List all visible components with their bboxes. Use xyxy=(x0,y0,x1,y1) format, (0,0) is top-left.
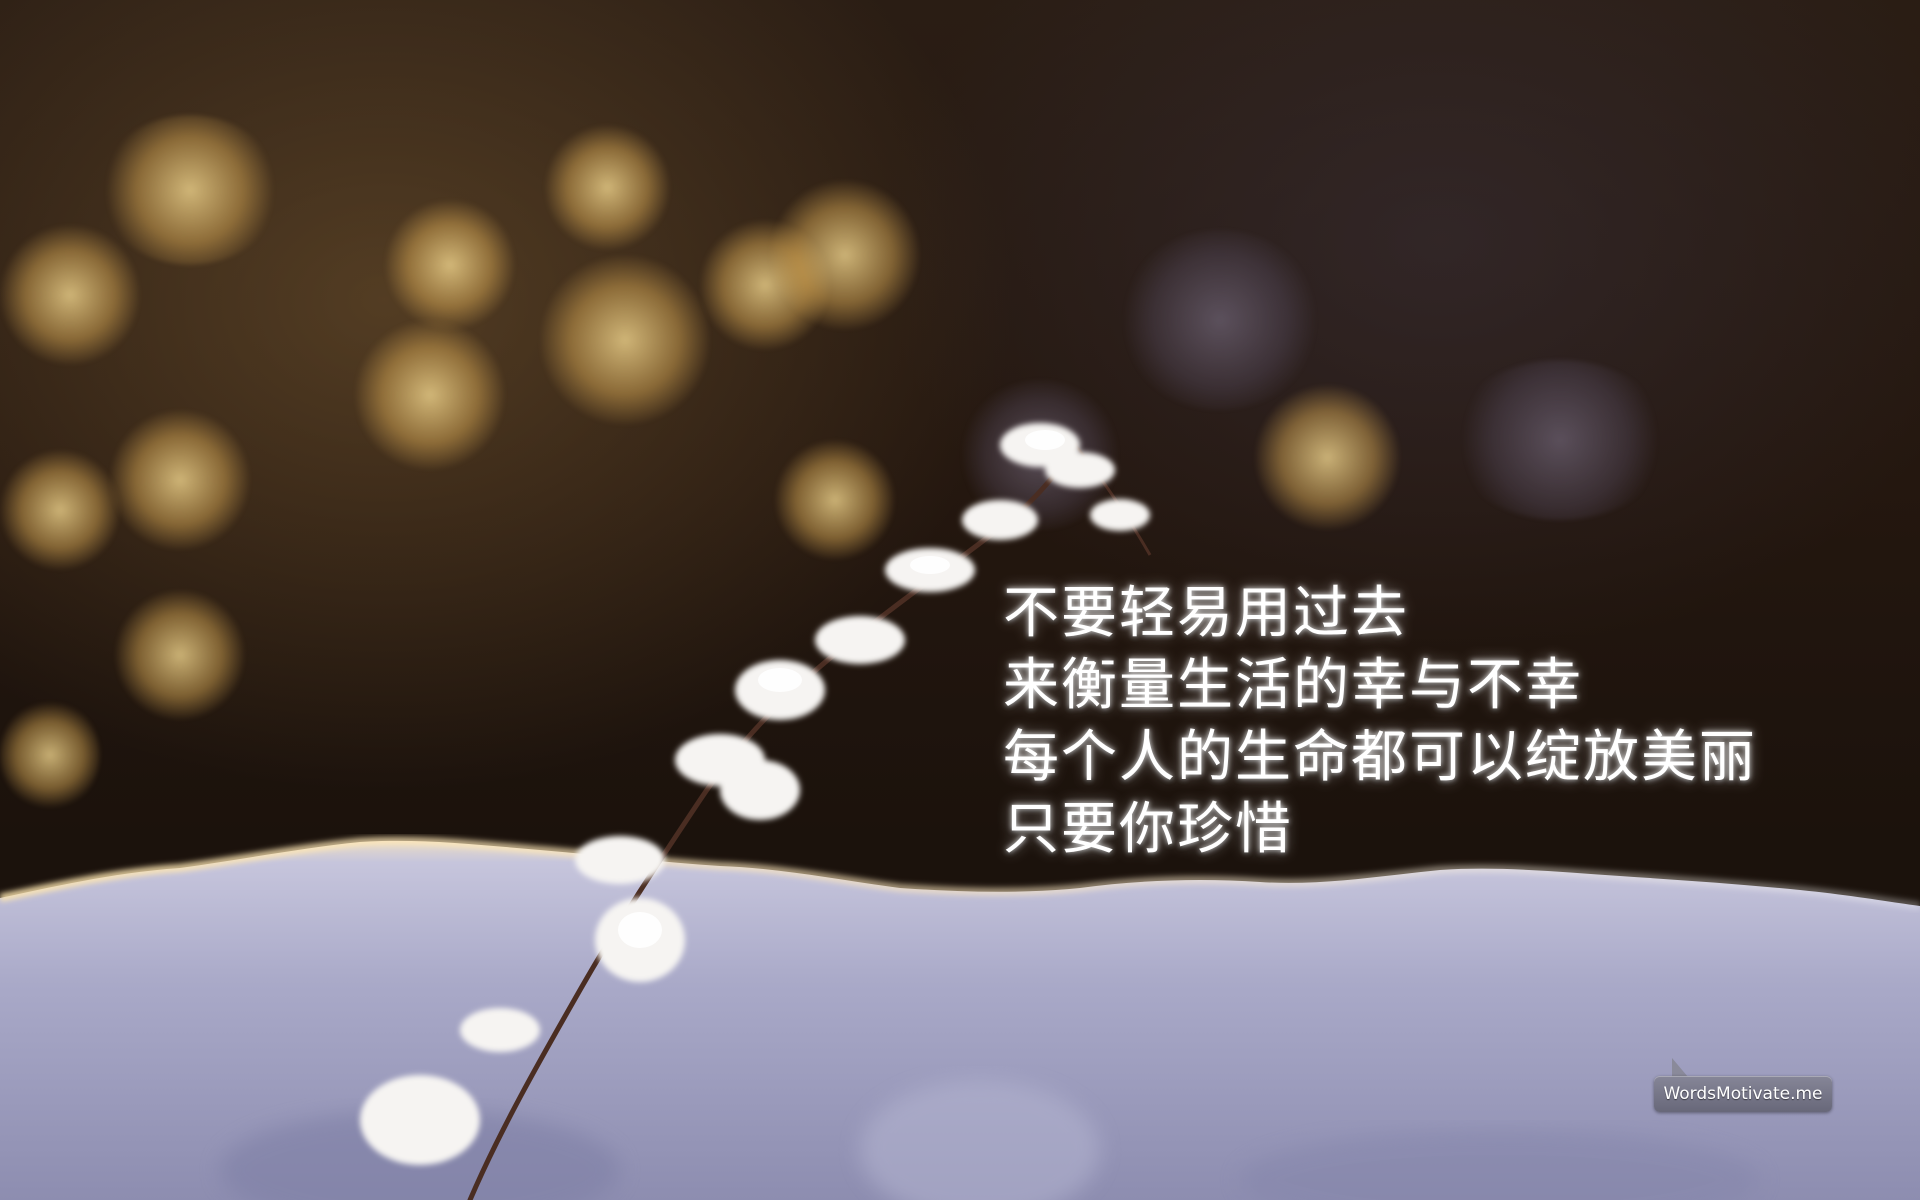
bokeh-light xyxy=(0,450,120,570)
quote-line: 不要轻易用过去 xyxy=(1003,581,1409,646)
bokeh-light xyxy=(115,590,245,720)
bokeh-light xyxy=(770,180,920,330)
bokeh-light xyxy=(0,225,140,365)
bokeh-light xyxy=(0,700,100,810)
bokeh-light xyxy=(1120,230,1320,410)
quote-line: 只要你珍惜 xyxy=(1003,797,1293,862)
watermark-badge: WordsMotivate.me xyxy=(1654,1076,1832,1112)
quote-line: 来衡量生活的幸与不幸 xyxy=(1003,653,1583,718)
frosted-plant-stem xyxy=(360,423,1152,1200)
speech-bubble-tail xyxy=(1672,1058,1688,1077)
bokeh-light xyxy=(355,320,505,470)
bokeh-light xyxy=(385,200,515,330)
bokeh-light xyxy=(775,440,895,560)
bokeh-light xyxy=(110,410,250,550)
bokeh-light xyxy=(100,115,280,265)
bokeh-light xyxy=(1450,360,1670,520)
bokeh-light xyxy=(1255,385,1400,530)
bokeh-light xyxy=(540,255,710,425)
bokeh-light xyxy=(545,125,670,250)
quote-line: 每个人的生命都可以绽放美丽 xyxy=(1003,725,1757,790)
motivational-quote: 不要轻易用过去 来衡量生活的幸与不幸 每个人的生命都可以绽放美丽 只要你珍惜 xyxy=(1003,578,1757,866)
snowbank xyxy=(0,840,1920,1200)
